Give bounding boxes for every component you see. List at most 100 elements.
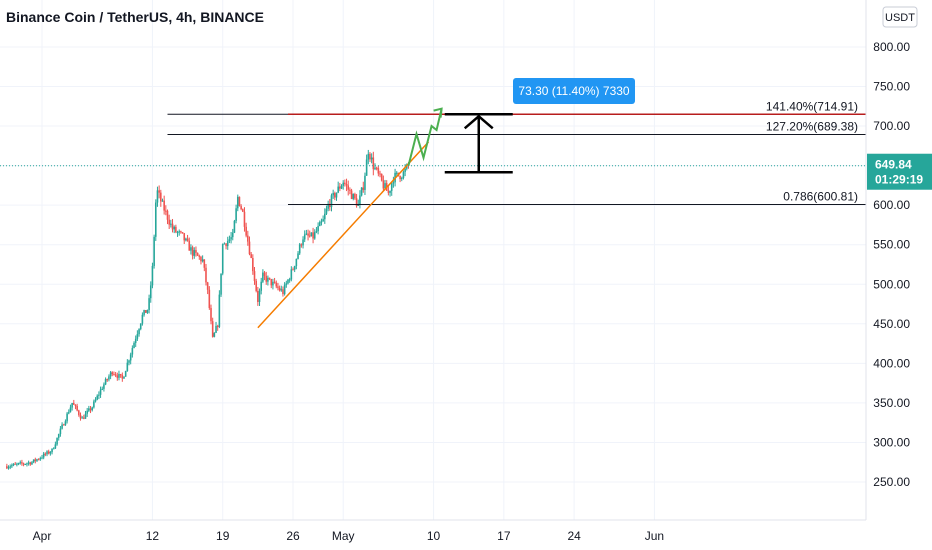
candle-body <box>32 459 35 463</box>
candle-body <box>265 275 268 282</box>
trendline[interactable] <box>257 141 430 329</box>
candle-body <box>225 243 227 247</box>
candle-body <box>382 180 385 189</box>
candle-body <box>134 338 137 343</box>
candle-body <box>31 462 33 465</box>
price-axis[interactable]: 250.00 300.00 350.00 400.00 450.00 500.00 550.… <box>873 40 910 489</box>
candle-body <box>278 287 281 291</box>
candle-body <box>151 265 154 286</box>
candle-body <box>131 348 134 355</box>
y-tick-label: 400.00 <box>873 356 910 370</box>
candle-body <box>335 192 338 198</box>
candle-body <box>24 464 27 466</box>
candle-body <box>317 226 319 232</box>
candle-body <box>308 235 311 237</box>
measure-label-bg[interactable] <box>513 78 635 104</box>
candle-body <box>233 220 236 233</box>
grid <box>0 0 866 520</box>
candle-body <box>303 234 306 240</box>
candle-body <box>195 250 197 253</box>
candle-body <box>11 465 13 467</box>
candle-body <box>160 192 162 202</box>
candle-body <box>300 244 303 246</box>
candle-body <box>252 258 254 272</box>
candle-body <box>399 175 401 179</box>
candle-body <box>91 407 93 411</box>
candle-body <box>377 168 380 174</box>
candle-body <box>148 298 150 310</box>
candle-body <box>93 401 95 408</box>
measure-label: 73.30 (11.40%) 7330 <box>518 84 630 98</box>
candle-body <box>9 466 12 468</box>
candle-body <box>39 458 42 460</box>
projection-path[interactable] <box>407 108 443 166</box>
candle-body <box>72 402 75 405</box>
candle-body <box>352 193 355 199</box>
x-tick-label: 17 <box>497 529 511 543</box>
candle-body <box>106 379 109 381</box>
candle-body <box>81 417 83 419</box>
measure-arrow-head <box>463 114 494 130</box>
candle-body <box>273 281 276 283</box>
candle-body <box>186 238 189 241</box>
fib-level-label: 141.40%(714.91) <box>766 99 858 113</box>
y-tick-label: 700.00 <box>873 119 910 133</box>
time-axis[interactable]: Apr 12 19 26 May 10 17 24 Jun <box>33 529 664 543</box>
candle-body <box>16 463 18 465</box>
candle-body <box>7 467 10 469</box>
candle-body <box>51 448 53 453</box>
candle-body <box>67 412 70 414</box>
candle-body <box>84 413 87 419</box>
candle-body <box>315 231 318 233</box>
candle-body <box>153 236 155 266</box>
candle-body <box>201 259 204 262</box>
fib-level-label: 127.20%(689.38) <box>766 119 858 133</box>
candle-body <box>94 399 97 402</box>
candle-body <box>384 183 386 189</box>
candle-body <box>362 187 365 190</box>
candle-body <box>71 402 73 408</box>
candle-body <box>270 278 273 286</box>
candle-body <box>400 178 403 180</box>
candle-body <box>56 437 58 445</box>
candle-body <box>238 196 241 207</box>
candle-body <box>175 226 177 233</box>
candle-body <box>139 323 142 330</box>
candle-body <box>190 247 192 251</box>
candle-body <box>104 379 107 385</box>
fib-level-label: 0.786(600.81) <box>783 190 858 204</box>
candle-body <box>231 232 234 238</box>
candle-body <box>108 376 110 380</box>
candle-body <box>334 193 336 198</box>
candle-body <box>245 226 247 236</box>
candle-body <box>345 184 348 186</box>
candle-body <box>61 424 63 429</box>
y-tick-label: 550.00 <box>873 238 910 252</box>
candle-body <box>337 186 339 193</box>
candle-body <box>390 183 393 191</box>
candle-body <box>372 157 375 170</box>
candle-body <box>330 195 333 208</box>
candle-body <box>126 362 129 372</box>
candle-body <box>26 463 28 465</box>
candle-body <box>123 376 125 379</box>
candle-body <box>370 157 373 160</box>
candle-body <box>146 309 149 313</box>
candle-body <box>344 182 346 185</box>
candle-body <box>44 453 47 455</box>
candle-body <box>101 388 104 390</box>
candle-body <box>89 408 92 411</box>
candle-body <box>79 414 82 419</box>
candle-body <box>99 389 102 395</box>
x-tick-label: 19 <box>216 529 230 543</box>
bar-countdown-label: 01:29:19 <box>875 173 923 187</box>
candle-body <box>223 243 226 245</box>
candle-body <box>21 462 23 464</box>
candle-body <box>247 235 249 242</box>
currency-button[interactable]: USDT <box>882 6 918 28</box>
chart-title: Binance Coin / TetherUS, 4h, BINANCE <box>6 9 264 25</box>
candle-body <box>364 175 366 190</box>
candle-body <box>221 244 224 274</box>
candle-body <box>262 272 264 282</box>
